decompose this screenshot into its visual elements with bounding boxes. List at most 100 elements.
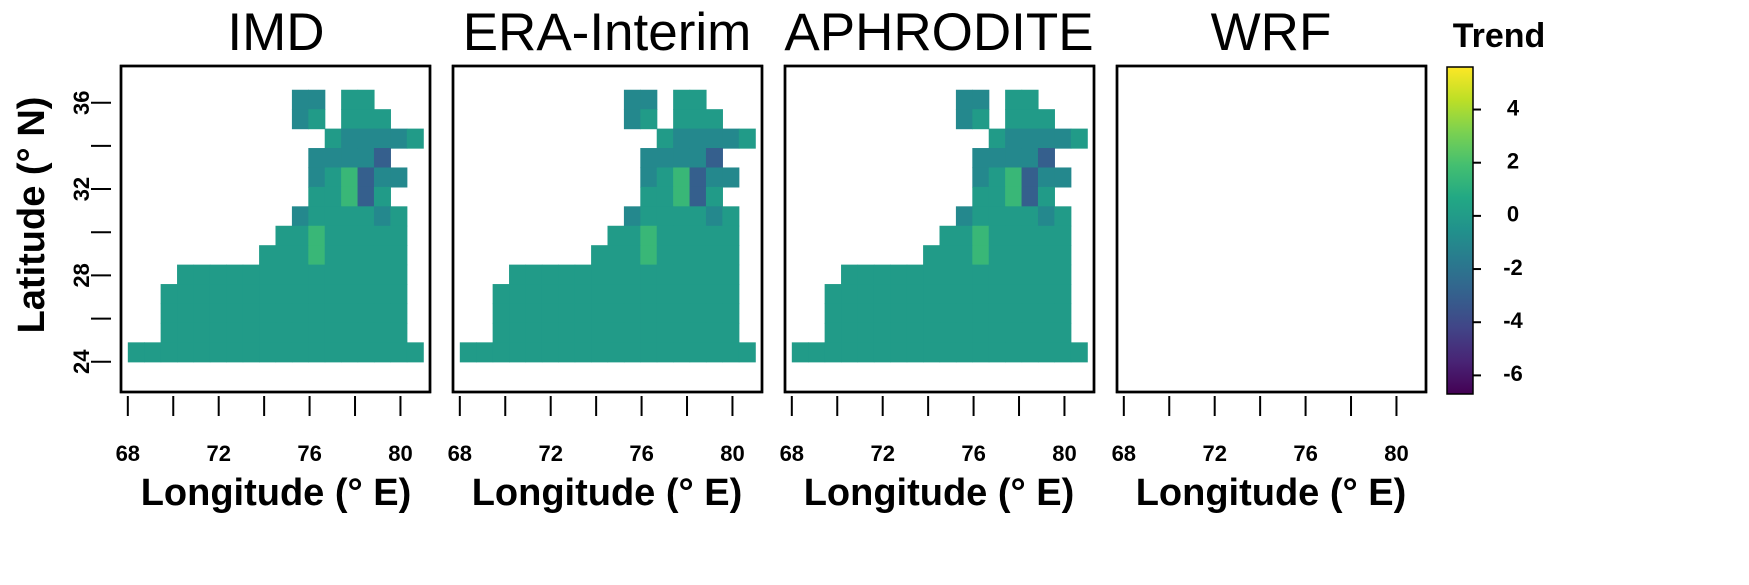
heatmap-cell [1021, 225, 1039, 246]
heatmap-cell [955, 264, 973, 285]
heatmap-cell [673, 303, 691, 324]
heatmap-cell [324, 186, 342, 207]
heatmap-cell [1054, 342, 1072, 363]
heatmap-cell [923, 322, 941, 343]
x-tick-label: 76 [629, 441, 653, 466]
heatmap-cell [291, 264, 309, 285]
heatmap-cell [1021, 322, 1039, 343]
heatmap-cell [1021, 148, 1039, 169]
heatmap-cell [873, 284, 891, 305]
heatmap-cell [193, 342, 211, 363]
heatmap-cell [972, 186, 990, 207]
heatmap-cell [373, 109, 391, 130]
heatmap-cell [890, 342, 908, 363]
panel-border [1115, 64, 1428, 394]
panel-border [783, 64, 1096, 394]
y-tick-label: 32 [69, 177, 94, 201]
heatmap-cell [923, 245, 941, 266]
heatmap-cell [591, 322, 609, 343]
y-tick-label: 36 [69, 90, 94, 114]
heatmap-cell [722, 225, 740, 246]
panel-title: IMD [227, 3, 324, 62]
heatmap-cell [640, 245, 658, 266]
heatmap-cell [841, 264, 859, 285]
panel-1: ERA-Interim 68 72 76 80 Longitude (° E) [448, 3, 764, 514]
heatmap-cell [242, 264, 260, 285]
heatmap-cell [640, 264, 658, 285]
heatmap-cell [1037, 186, 1055, 207]
heatmap-cell [1054, 225, 1072, 246]
heatmap-cell [972, 264, 990, 285]
heatmap-cell [308, 322, 326, 343]
heatmap-cell [1005, 225, 1023, 246]
x-tick-label: 80 [1384, 441, 1408, 466]
heatmap-cell [275, 303, 293, 324]
heatmap-cell [607, 322, 625, 343]
heatmap-cell [841, 322, 859, 343]
x-tick-label: 72 [1202, 441, 1226, 466]
heatmap-cell [390, 245, 408, 266]
heatmap-cell [1021, 264, 1039, 285]
heatmap-cell [259, 264, 277, 285]
heatmap-cell [906, 284, 924, 305]
heatmap-cell [972, 89, 990, 110]
heatmap-cell [324, 128, 342, 149]
heatmap-cell [705, 245, 723, 266]
heatmap-cell [275, 342, 293, 363]
heatmap-cell [705, 322, 723, 343]
heatmap-cell [656, 167, 674, 188]
heatmap-cell [226, 303, 244, 324]
heatmap-cell [1037, 148, 1055, 169]
heatmap-cell [308, 342, 326, 363]
heatmap-cell [656, 245, 674, 266]
heatmap-cell [1021, 186, 1039, 207]
heatmap-cell [308, 284, 326, 305]
heatmap-cell [972, 225, 990, 246]
x-axis-title: Longitude (° E) [804, 472, 1075, 514]
heatmap-cell [209, 264, 227, 285]
heatmap-cell [722, 303, 740, 324]
heatmap-cell [1037, 128, 1055, 149]
heatmap-cell [607, 303, 625, 324]
heatmap-cell [988, 225, 1006, 246]
heatmap-cell [291, 206, 309, 227]
panel-2: APHRODITE 68 72 76 80 Longitude (° E) [780, 3, 1096, 514]
heatmap-cell [591, 342, 609, 363]
heatmap-cell [242, 303, 260, 324]
heatmap-cell [640, 109, 658, 130]
heatmap-cell [1005, 303, 1023, 324]
heatmap-cell [476, 342, 494, 363]
heatmap-cell [988, 322, 1006, 343]
heatmap-cell [341, 109, 359, 130]
heatmap-cell [242, 342, 260, 363]
heatmap-cell [972, 148, 990, 169]
heatmap-cell [574, 264, 592, 285]
heatmap-cell [955, 284, 973, 305]
heatmap-cell [607, 342, 625, 363]
heatmap-cell [673, 148, 691, 169]
heatmap-cell [673, 225, 691, 246]
heatmap-cell [558, 342, 576, 363]
heatmap-cell [972, 322, 990, 343]
heatmap-cell [574, 284, 592, 305]
heatmap-cell [373, 303, 391, 324]
heatmap-cell [623, 322, 641, 343]
heatmap-cell [341, 186, 359, 207]
heatmap-cell [357, 225, 375, 246]
heatmap-cell [988, 245, 1006, 266]
heatmap-cell [209, 322, 227, 343]
heatmap-cell [1005, 245, 1023, 266]
heatmap-cell [390, 167, 408, 188]
heatmap-cell [906, 303, 924, 324]
heatmap-cell [988, 284, 1006, 305]
panel-title: WRF [1211, 3, 1332, 62]
heatmap-cell [955, 89, 973, 110]
heatmap-cell [226, 342, 244, 363]
heatmap-cell [357, 167, 375, 188]
heatmap-cell [705, 186, 723, 207]
heatmap-cell [341, 284, 359, 305]
heatmap-cell [308, 206, 326, 227]
heatmap-cell [291, 109, 309, 130]
heatmap-cell [623, 284, 641, 305]
heatmap-cell [341, 167, 359, 188]
